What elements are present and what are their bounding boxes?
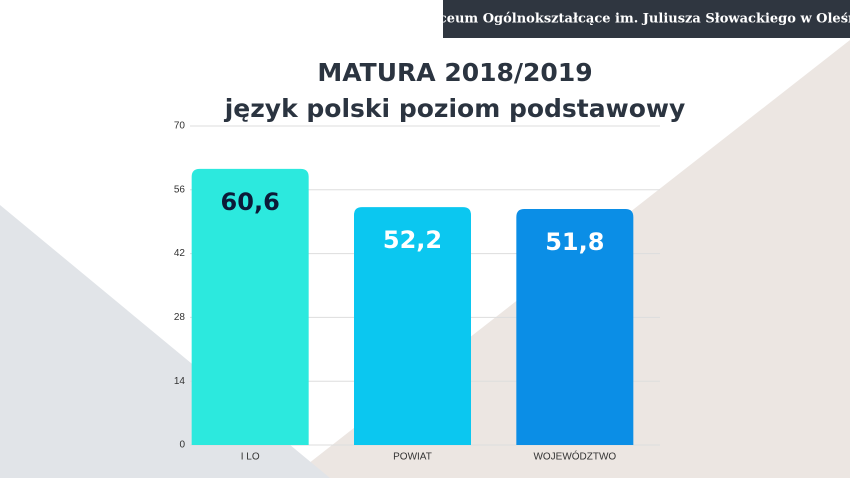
header-bar <box>443 0 850 38</box>
value-label: 51,8 <box>545 228 604 256</box>
y-tick-label: 56 <box>174 184 186 195</box>
y-tick-label: 42 <box>174 248 186 259</box>
y-tick-label: 28 <box>174 312 186 323</box>
x-tick-label: I LO <box>241 452 260 463</box>
value-label: 52,2 <box>383 226 442 254</box>
y-tick-label: 0 <box>179 440 185 451</box>
y-tick-label: 14 <box>174 376 186 387</box>
bar <box>191 168 309 445</box>
chart-title: MATURA 2018/2019 <box>317 58 592 87</box>
x-tick-label: POWIAT <box>393 452 432 463</box>
value-label: 60,6 <box>221 188 280 216</box>
header-title: I Liceum Ogólnokształcące im. Juliusza S… <box>414 12 850 27</box>
bar <box>516 208 634 445</box>
x-tick-label: WOJEWÓDZTWO <box>533 450 616 463</box>
chart-subtitle: język polski poziom podstawowy <box>224 94 686 123</box>
y-tick-label: 70 <box>174 121 186 132</box>
bar <box>354 207 471 445</box>
